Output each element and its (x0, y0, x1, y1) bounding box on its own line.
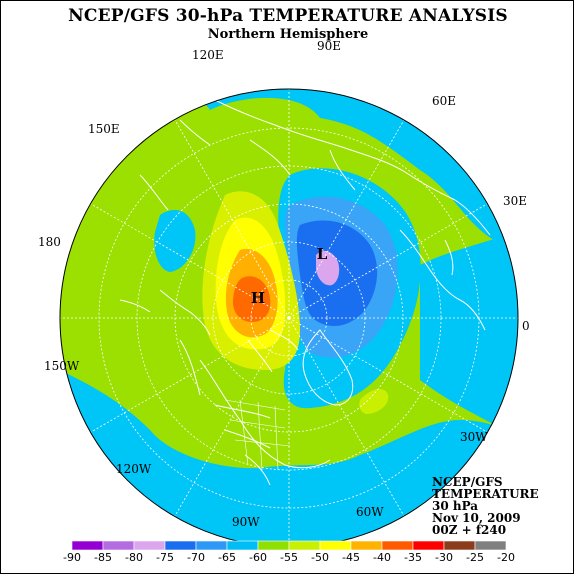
colorbar-tick-label: -60 (249, 551, 267, 564)
lon-label-0: 0 (522, 319, 530, 333)
info-date: Nov 10, 2009 (432, 511, 521, 525)
lon-label-30w: 30W (460, 430, 488, 444)
info-level: 30 hPa (432, 499, 479, 513)
colorbar-swatch (257, 540, 290, 551)
info-forecast-time: 00Z + f240 (432, 523, 507, 537)
colorbar-swatch (443, 540, 476, 551)
colorbar-swatch (319, 540, 352, 551)
colorbar-swatch (102, 540, 135, 551)
state-boundaries (224, 399, 291, 471)
colorbar-swatch (288, 540, 321, 551)
colorbar-tick-label: -50 (311, 551, 329, 564)
info-variable: TEMPERATURE (432, 487, 539, 501)
page-subtitle: Northern Hemisphere (207, 27, 369, 42)
colorbar-swatch (164, 540, 197, 551)
colorbar-tick-label: -25 (466, 551, 484, 564)
temp-zone-pink (316, 251, 340, 286)
colorbar-swatch (350, 540, 383, 551)
colorbar (71, 540, 507, 551)
colorbar-swatch (474, 540, 507, 551)
lon-label-30e: 30E (503, 194, 528, 208)
lon-label-120w: 120W (116, 462, 152, 476)
temp-zone-cyan-east (420, 230, 518, 440)
lon-label-90w: 90W (232, 515, 260, 529)
colorbar-tick-label: -55 (280, 551, 298, 564)
colorbar-tick-label: -90 (63, 551, 81, 564)
colorbar-swatch (133, 540, 166, 551)
lon-label-60w: 60W (356, 505, 384, 519)
colorbar-tick-label: -45 (342, 551, 360, 564)
colorbar-tick-label: -75 (156, 551, 174, 564)
colorbar-tick-label: -70 (187, 551, 205, 564)
lon-label-60e: 60E (432, 94, 457, 108)
temp-zone-cyan-pocket (154, 210, 196, 272)
colorbar-tick-label: -30 (435, 551, 453, 564)
lon-label-90e: 90E (317, 39, 342, 53)
high-pressure-marker: H (251, 289, 265, 307)
low-pressure-marker: L (317, 245, 328, 263)
lon-label-150e: 150E (88, 122, 120, 136)
colorbar-tick-label: -80 (125, 551, 143, 564)
colorbar-tick-label: -85 (94, 551, 112, 564)
colorbar-swatch (381, 540, 414, 551)
lon-label-150w: 150W (44, 359, 80, 373)
info-model: NCEP/GFS (432, 475, 503, 489)
colorbar-tick-label: -20 (497, 551, 515, 564)
colorbar-swatch (412, 540, 445, 551)
colorbar-tick-label: -65 (218, 551, 236, 564)
coastlines (119, 99, 491, 486)
colorbar-tick-label: -35 (404, 551, 422, 564)
temp-zone-green-blob (359, 388, 389, 414)
page-title: NCEP/GFS 30-hPa TEMPERATURE ANALYSIS (68, 6, 508, 26)
lon-label-180: 180 (38, 235, 61, 249)
lon-label-120e: 120E (192, 48, 224, 62)
colorbar-tick-label: -40 (373, 551, 391, 564)
colorbar-swatch (71, 540, 104, 551)
colorbar-swatch (226, 540, 259, 551)
temp-zone-red-orange (232, 276, 271, 322)
colorbar-swatch (195, 540, 228, 551)
